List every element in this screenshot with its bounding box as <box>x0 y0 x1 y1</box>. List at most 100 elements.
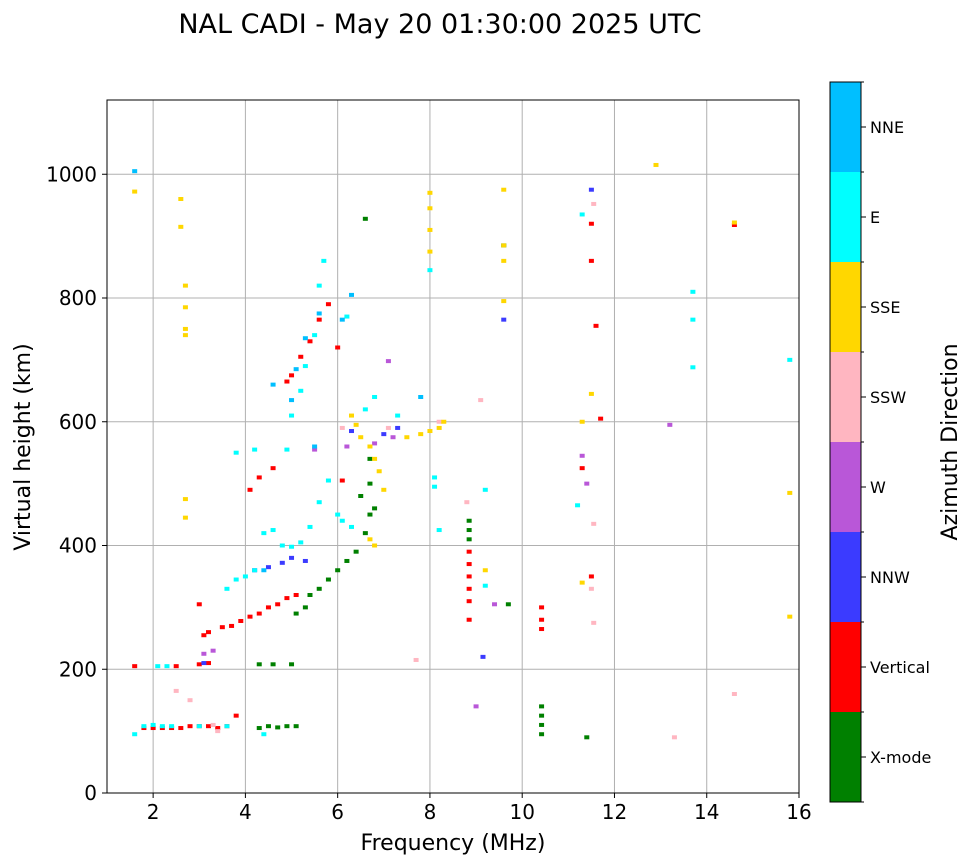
data-point <box>480 654 486 659</box>
data-point <box>284 596 290 601</box>
data-point <box>591 521 597 526</box>
data-point <box>182 305 188 310</box>
data-point <box>579 466 585 471</box>
data-point <box>224 586 230 591</box>
data-point <box>150 722 156 727</box>
data-point <box>539 713 545 718</box>
series-nne <box>132 169 424 573</box>
data-point <box>588 221 594 226</box>
data-point <box>316 311 322 316</box>
data-point <box>588 258 594 263</box>
data-point <box>293 611 299 616</box>
data-point <box>293 367 299 372</box>
data-point <box>201 633 207 638</box>
data-point <box>224 724 230 729</box>
data-point <box>307 339 313 344</box>
data-point <box>215 726 221 731</box>
data-point <box>284 447 290 452</box>
data-point <box>325 302 331 307</box>
data-points <box>132 162 793 740</box>
data-point <box>418 432 424 437</box>
data-point <box>478 398 484 403</box>
x-tick-label: 14 <box>694 800 719 824</box>
data-point <box>335 568 341 573</box>
data-point <box>466 617 472 622</box>
colorbar-label: Azimuth Direction <box>938 343 963 540</box>
data-point <box>219 625 225 630</box>
data-point <box>265 605 271 610</box>
chart-title: NAL CADI - May 20 01:30:00 2025 UTC <box>178 9 701 40</box>
data-point <box>598 416 604 421</box>
data-point <box>279 560 285 565</box>
colorbar-tick-label: NNW <box>870 568 910 587</box>
data-point <box>671 735 677 740</box>
data-point <box>215 729 221 734</box>
data-point <box>289 544 295 549</box>
x-tick-label: 8 <box>424 800 437 824</box>
plot-background <box>107 100 799 793</box>
data-point <box>256 611 262 616</box>
data-point <box>588 586 594 591</box>
data-point <box>427 190 433 195</box>
data-point <box>289 398 295 403</box>
data-point <box>339 518 345 523</box>
colorbar-segment <box>830 532 861 622</box>
colorbar-segment <box>830 442 861 532</box>
data-point <box>413 657 419 662</box>
data-point <box>349 413 355 418</box>
data-point <box>591 201 597 206</box>
series-sse <box>132 162 793 619</box>
data-point <box>372 506 378 511</box>
data-point <box>539 605 545 610</box>
y-axis-label: Virtual height (km) <box>11 343 36 550</box>
data-point <box>289 662 295 667</box>
data-point <box>358 494 364 498</box>
colorbar-segment <box>830 82 861 172</box>
data-point <box>316 586 322 591</box>
data-point <box>653 162 659 167</box>
data-point <box>404 435 410 440</box>
data-point <box>293 593 299 597</box>
data-point <box>132 664 138 669</box>
data-point <box>247 614 253 619</box>
data-point <box>367 481 373 486</box>
data-point <box>667 422 673 427</box>
y-tick-label: 0 <box>84 781 97 805</box>
data-point <box>210 722 216 727</box>
data-point <box>182 333 188 338</box>
grid <box>107 100 800 794</box>
data-point <box>302 558 308 563</box>
data-point <box>261 531 267 536</box>
data-point <box>390 435 396 440</box>
data-point <box>265 565 271 570</box>
colorbar: X-mode Vertical NNW W SSW SSE E NNE <box>829 81 931 803</box>
data-point <box>367 456 373 461</box>
data-point <box>579 453 585 458</box>
data-point <box>427 268 433 273</box>
series-ssw <box>173 201 737 740</box>
data-point <box>731 222 737 227</box>
y-tick-label: 400 <box>59 534 97 558</box>
data-point <box>385 425 391 430</box>
data-point <box>187 698 193 703</box>
data-point <box>579 212 585 217</box>
data-point <box>321 258 327 263</box>
data-point <box>141 724 147 729</box>
data-point <box>367 512 373 517</box>
colorbar-tick-label: X-mode <box>870 748 931 767</box>
data-point <box>376 469 382 474</box>
data-point <box>201 651 207 656</box>
data-point <box>482 583 488 588</box>
data-point <box>787 614 793 619</box>
data-point <box>466 599 472 604</box>
data-point <box>432 484 438 489</box>
data-point <box>372 395 378 399</box>
x-tick-label: 12 <box>602 800 627 824</box>
data-point <box>159 724 165 729</box>
data-point <box>505 602 511 607</box>
data-point <box>381 432 387 437</box>
data-point <box>579 580 585 585</box>
data-point <box>787 490 793 495</box>
data-point <box>196 724 202 729</box>
data-point <box>349 524 355 529</box>
